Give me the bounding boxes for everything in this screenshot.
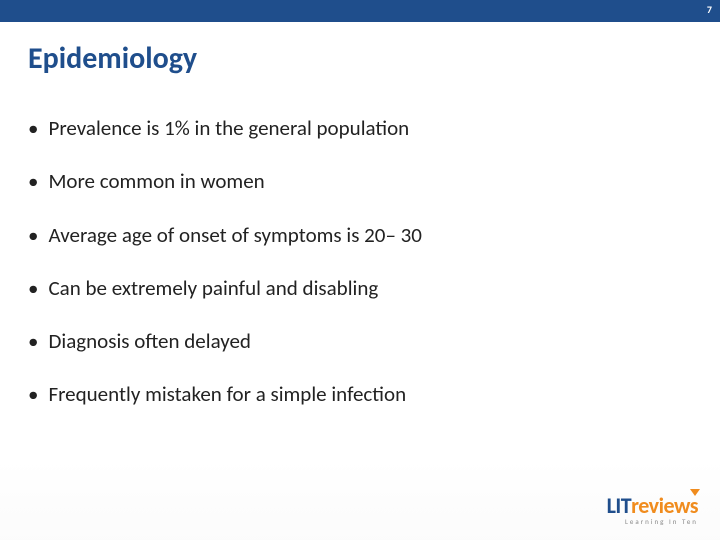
bullet-icon: • [28,275,38,302]
bullet-text: More common in women [48,168,264,195]
bullet-icon: • [28,328,38,355]
list-item: • More common in women [28,168,692,195]
logo-suffix: reviews [631,492,698,519]
list-item: • Prevalence is 1% in the general popula… [28,115,692,142]
bullet-text: Average age of onset of symptoms is 20– … [48,222,421,249]
bullet-text: Prevalence is 1% in the general populati… [48,115,409,142]
slide-title: Epidemiology [0,22,720,77]
bullet-text: Can be extremely painful and disabling [48,275,378,302]
logo-prefix: LIT [607,492,632,519]
logo-mark: LITreviews [607,492,698,519]
page-number: 7 [707,3,712,16]
header-bar: 7 [0,0,720,22]
logo-container: LITreviews Learning In Ten [607,492,698,526]
list-item: • Average age of onset of symptoms is 20… [28,222,692,249]
bullet-text: Frequently mistaken for a simple infecti… [48,381,406,408]
bullet-icon: • [28,115,38,142]
bullet-list: • Prevalence is 1% in the general popula… [0,77,720,409]
list-item: • Frequently mistaken for a simple infec… [28,381,692,408]
footer-logo: LITreviews Learning In Ten [607,492,698,526]
bullet-text: Diagnosis often delayed [48,328,251,355]
bullet-icon: • [28,222,38,249]
list-item: • Can be extremely painful and disabling [28,275,692,302]
list-item: • Diagnosis often delayed [28,328,692,355]
bullet-icon: • [28,168,38,195]
down-arrow-icon [690,489,700,496]
bullet-icon: • [28,381,38,408]
